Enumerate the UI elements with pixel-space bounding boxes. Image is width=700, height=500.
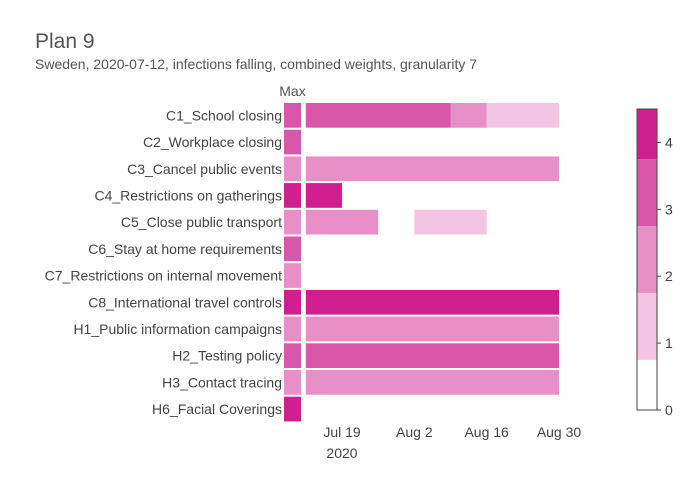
colorbar-band xyxy=(637,292,657,360)
row-label: C4_Restrictions on gatherings xyxy=(94,187,282,203)
row-label: H2_Testing policy xyxy=(172,348,282,364)
heatmap-cell xyxy=(305,289,559,315)
colorbar-tick-label: 0 xyxy=(665,402,673,418)
heatmap-cell xyxy=(305,316,559,342)
max-column-header: Max xyxy=(279,83,305,99)
colorbar-band xyxy=(637,159,657,227)
colorbar-tick-label: 1 xyxy=(665,335,673,351)
row-label: H3_Contact tracing xyxy=(162,374,282,390)
row-label: C7_Restrictions on internal movement xyxy=(45,268,282,284)
max-cell xyxy=(284,156,301,182)
colorbar-tick-label: 2 xyxy=(665,268,673,284)
row-label: H6_Facial Coverings xyxy=(152,401,282,417)
chart-title: Plan 9 xyxy=(35,30,95,53)
max-cell xyxy=(284,236,301,262)
max-cell xyxy=(284,129,301,155)
heatmap-cell xyxy=(486,103,559,128)
colorbar-tick-label: 4 xyxy=(665,134,673,150)
x-tick-label: Aug 2 xyxy=(396,424,433,440)
heatmap-cell xyxy=(305,156,559,182)
max-cell xyxy=(284,263,301,288)
max-cell xyxy=(284,103,301,128)
chart-subtitle: Sweden, 2020-07-12, infections falling, … xyxy=(35,56,478,72)
row-label: C5_Close public transport xyxy=(121,214,282,230)
row-label: C8_International travel controls xyxy=(88,294,282,310)
x-tick-label: Aug 16 xyxy=(464,424,509,440)
row-label: C3_Cancel public events xyxy=(127,161,282,177)
colorbar-band xyxy=(637,226,657,293)
x-tick-label: Jul 19 xyxy=(323,424,361,440)
max-cell xyxy=(284,183,301,208)
row-label: C1_School closing xyxy=(166,107,282,123)
heatmap-cell xyxy=(305,183,342,208)
heatmap-cell xyxy=(414,209,487,235)
max-cell xyxy=(284,370,301,395)
heatmap-cell xyxy=(305,209,379,235)
max-cell xyxy=(284,209,301,235)
max-cell xyxy=(284,343,301,368)
row-label: H1_Public information campaigns xyxy=(73,321,282,337)
row-label: C2_Workplace closing xyxy=(143,134,282,150)
heatmap-cell xyxy=(450,103,487,128)
max-cell xyxy=(284,396,301,422)
heatmap-cell xyxy=(305,103,451,128)
max-cell xyxy=(284,289,301,315)
heatmap-cell xyxy=(305,343,559,368)
max-cell xyxy=(284,316,301,342)
colorbar-outline xyxy=(636,108,658,411)
x-tick-label: Aug 30 xyxy=(537,424,582,440)
colorbar-band xyxy=(637,109,657,160)
colorbar-tick-label: 3 xyxy=(665,201,673,217)
x-tick-sublabel: 2020 xyxy=(326,445,357,461)
row-label: C6_Stay at home requirements xyxy=(88,241,282,257)
colorbar-band xyxy=(637,359,657,410)
heatmap-cell xyxy=(305,370,559,395)
